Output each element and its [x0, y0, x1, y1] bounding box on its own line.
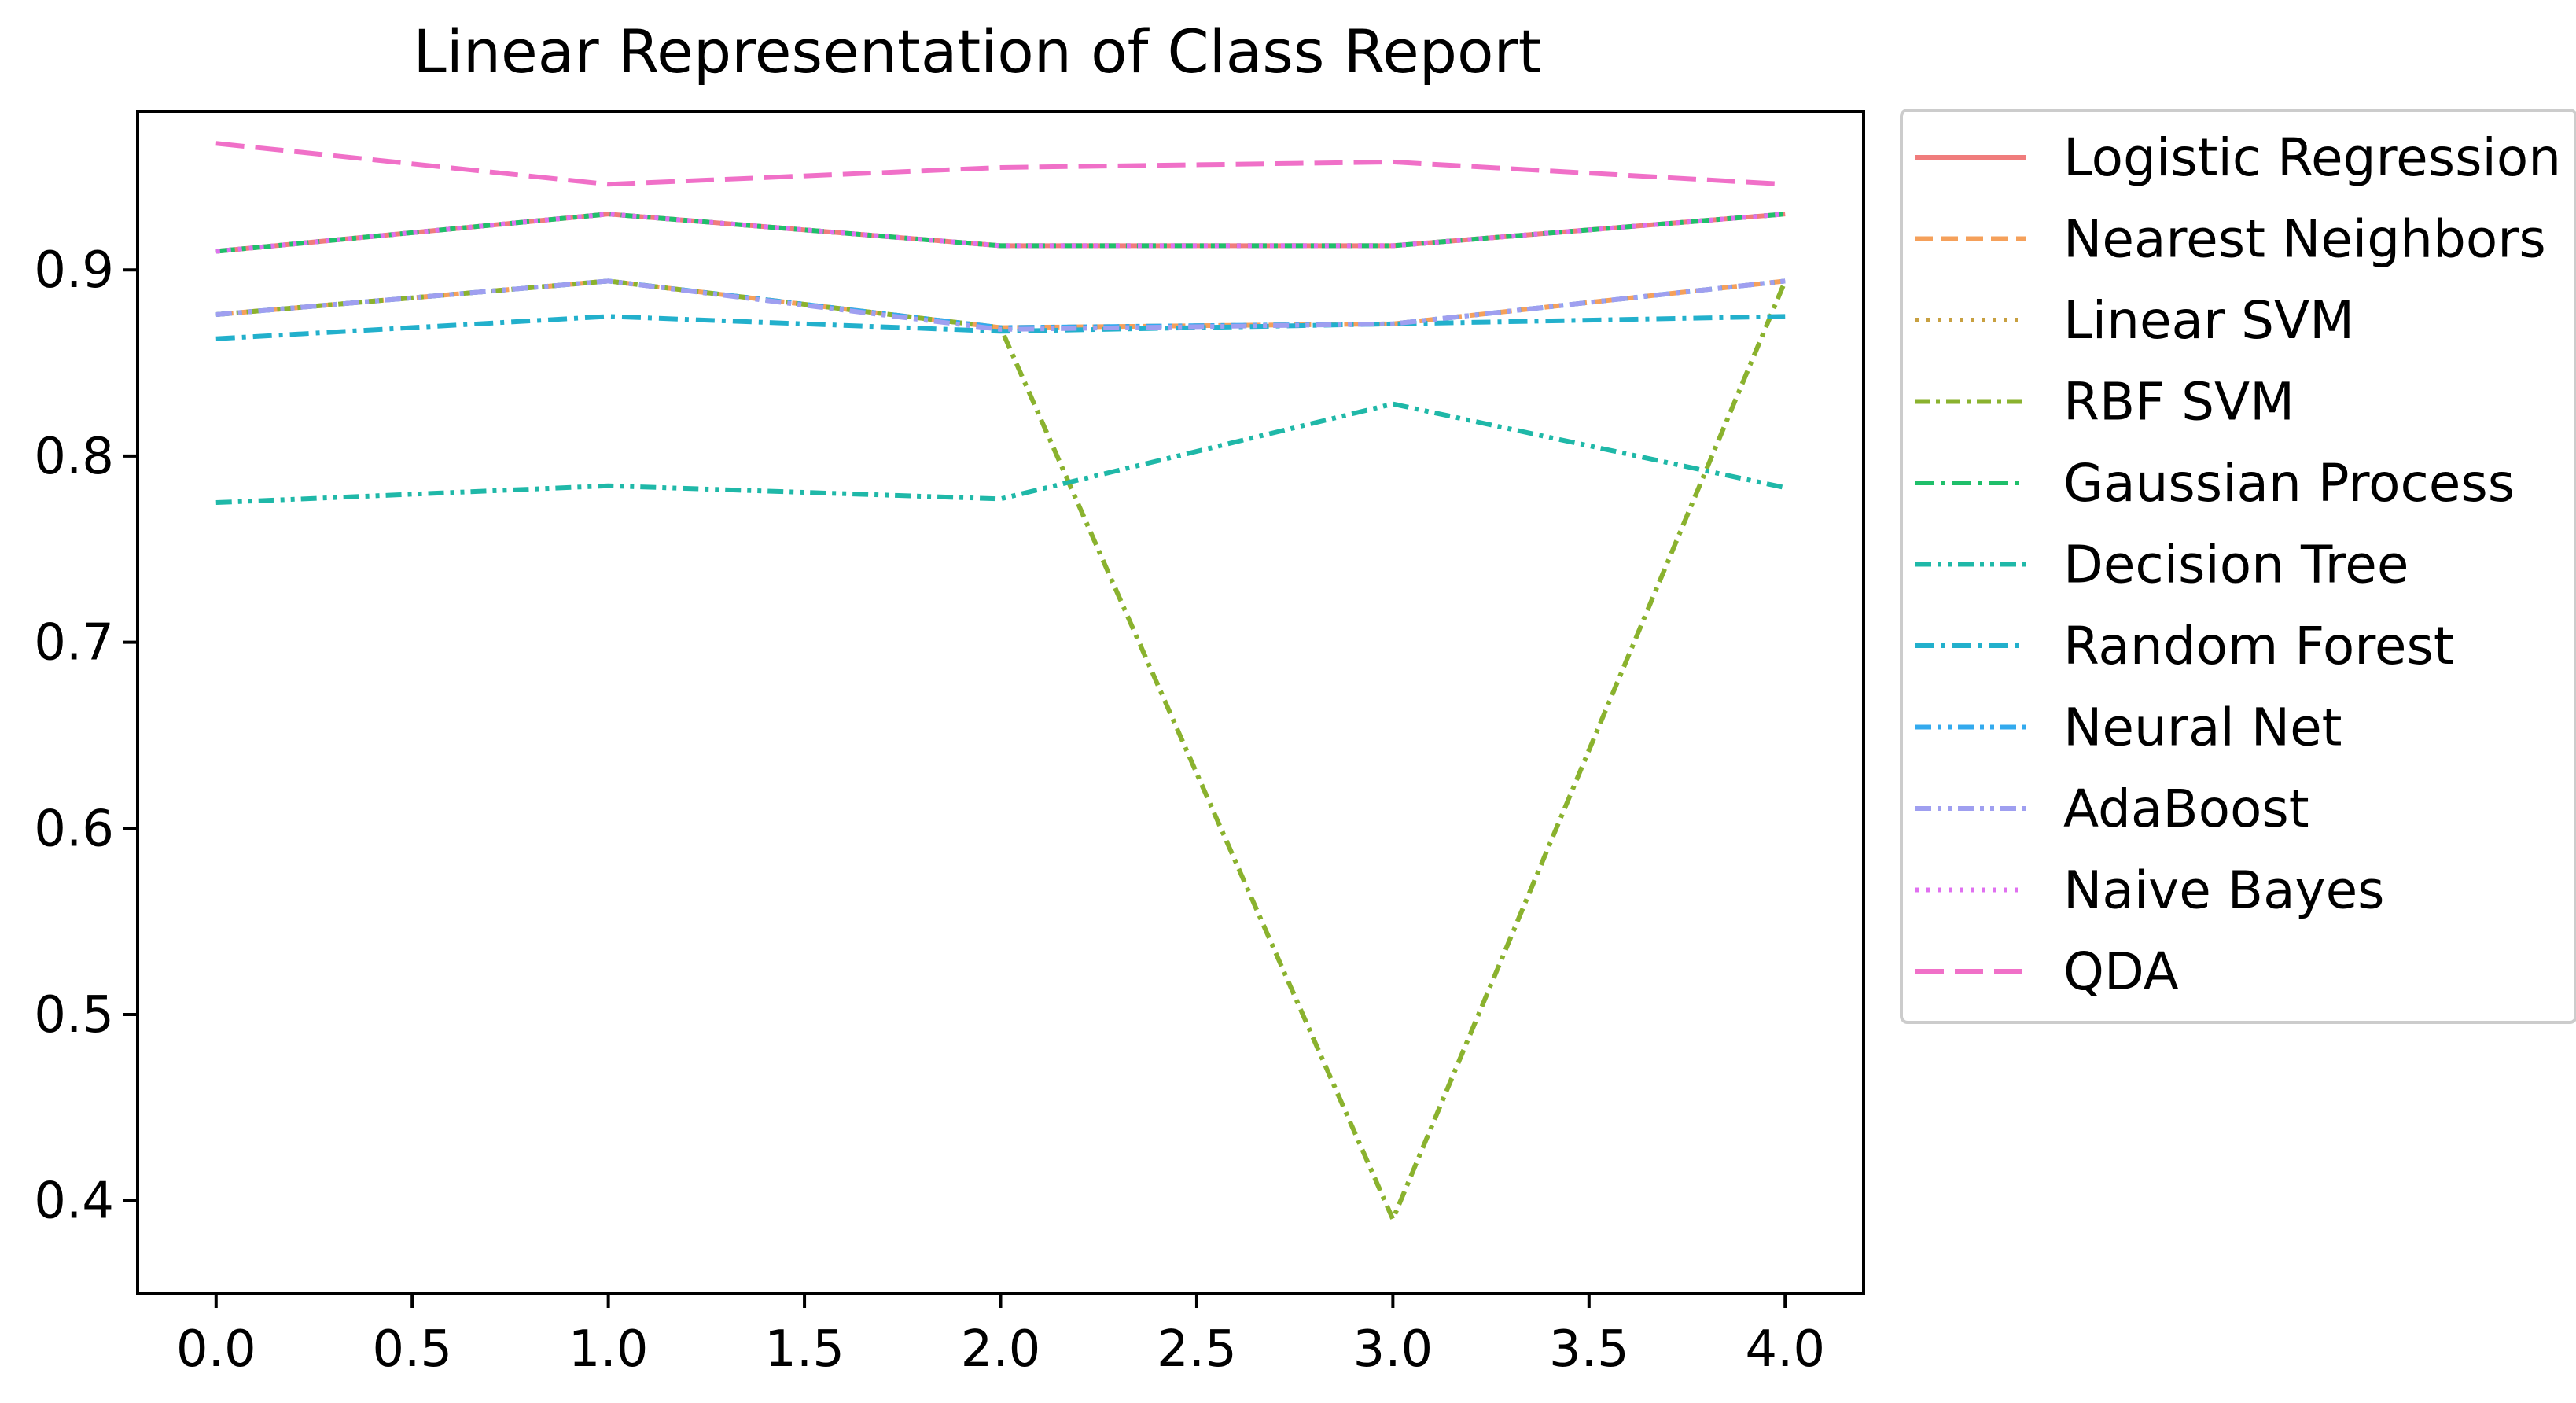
legend-label: QDA — [2063, 941, 2179, 1002]
legend-label: Naive Bayes — [2063, 860, 2385, 921]
x-tick-label: 0.5 — [372, 1320, 452, 1379]
legend-label: Logistic Regression — [2063, 127, 2561, 188]
y-tick-label: 0.5 — [34, 986, 114, 1044]
legend-frame — [1900, 109, 2576, 1024]
legend-label: Nearest Neighbors — [2063, 209, 2546, 270]
legend-label: AdaBoost — [2063, 779, 2309, 839]
series-line-adaboost — [215, 278, 1786, 332]
series-line-decision-tree — [215, 401, 1786, 506]
x-tick-label: 1.0 — [569, 1320, 649, 1379]
legend-label: Decision Tree — [2063, 535, 2409, 595]
chart-title: Linear Representation of Class Report — [413, 17, 1541, 87]
y-tick-label: 0.8 — [34, 428, 114, 486]
x-tick-label: 3.5 — [1549, 1320, 1629, 1379]
plot-area — [136, 110, 1865, 1295]
x-tick-label: 0.0 — [176, 1320, 256, 1379]
y-tick-label: 0.9 — [34, 241, 114, 300]
series-lines — [215, 141, 1787, 1222]
x-tick-label: 1.5 — [764, 1320, 845, 1379]
legend-label: Gaussian Process — [2063, 453, 2515, 514]
legend-label: RBF SVM — [2063, 372, 2294, 433]
x-tick-label: 4.0 — [1745, 1320, 1825, 1379]
series-line-naive-bayes — [215, 212, 1786, 254]
legend: Logistic Regression Nearest Neighbors Line… — [1900, 109, 2576, 1024]
series-line-qda — [215, 141, 1786, 187]
y-tick-label: 0.6 — [34, 800, 114, 858]
legend-label: Linear SVM — [2063, 290, 2354, 351]
legend-label: Random Forest — [2063, 616, 2454, 676]
x-axis: 0.0 0.5 1.0 1.5 2.0 2.5 3.0 3.5 4.0 — [176, 1294, 1825, 1379]
y-tick-label: 0.4 — [34, 1173, 114, 1231]
y-tick-label: 0.7 — [34, 614, 114, 672]
x-tick-label: 2.0 — [961, 1320, 1041, 1379]
y-axis: 0.4 0.5 0.6 0.7 0.8 0.9 — [34, 241, 138, 1231]
x-tick-label: 3.0 — [1352, 1320, 1433, 1379]
x-tick-label: 2.5 — [1157, 1320, 1237, 1379]
legend-label: Neural Net — [2063, 698, 2342, 758]
